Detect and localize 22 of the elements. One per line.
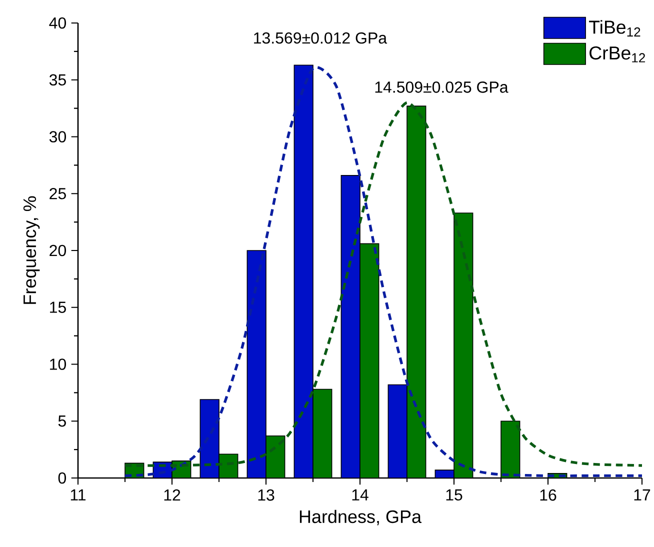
x-tick-label: 12 — [164, 489, 180, 501]
y-axis-title: Frequency, % — [23, 196, 40, 304]
annotation: 14.509±0.025 GPa — [375, 82, 508, 93]
y-tick-label: 25 — [50, 188, 66, 200]
x-tick-label: 15 — [446, 489, 462, 501]
y-tick-label: 5 — [58, 416, 66, 427]
y-tick-label: 10 — [50, 358, 66, 370]
y-tick-label: 35 — [49, 74, 66, 86]
y-tick-label: 20 — [50, 244, 66, 256]
x-tick-label: 16 — [540, 489, 556, 501]
legend-label: CrBe$_{12}$ — [590, 46, 646, 62]
y-tick-label: 40 — [49, 17, 66, 29]
legend-label: TiBe$_{12}$ — [589, 20, 640, 36]
x-tick-label: 14 — [352, 489, 368, 500]
y-tick-label: 30 — [49, 131, 66, 142]
x-tick-label: 11 — [70, 489, 86, 500]
x-tick-label: 17 — [634, 489, 650, 500]
annotation: 13.569±0.012 GPa — [254, 32, 388, 44]
x-tick-label: 13 — [258, 489, 274, 501]
y-tick-label: 15 — [50, 302, 66, 313]
y-tick-label: 0 — [58, 472, 66, 484]
x-axis-title: Hardness, GPa — [300, 510, 422, 526]
